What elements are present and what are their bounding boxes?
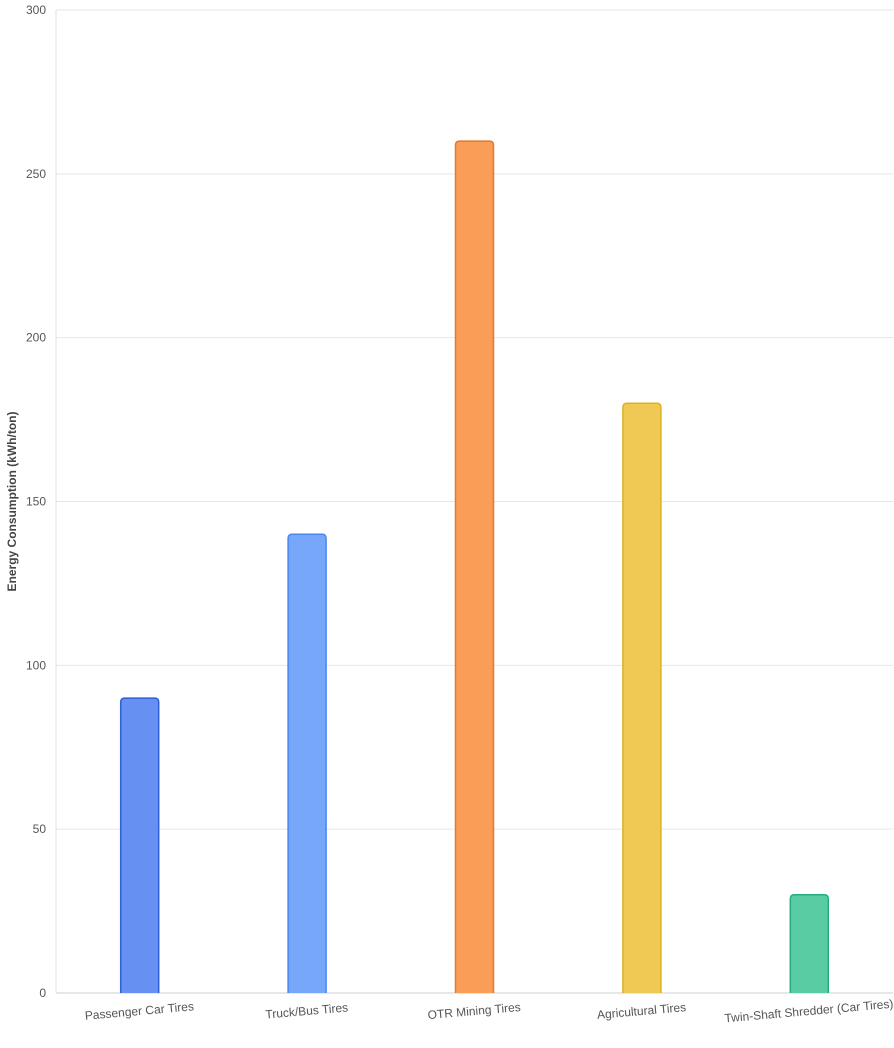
x-tick-label: Passenger Car Tires bbox=[84, 999, 194, 1022]
bars bbox=[119, 140, 830, 993]
y-axis-title: Energy Consumption (kWh/ton) bbox=[5, 412, 19, 592]
x-tick-label: Truck/Bus Tires bbox=[265, 1000, 349, 1021]
y-tick-label: 100 bbox=[26, 658, 46, 672]
bar[interactable] bbox=[789, 893, 830, 993]
x-tick-labels: Passenger Car Tires Truck/Bus Tires OTR Mi… bbox=[84, 997, 894, 1026]
y-tick-label: 0 bbox=[39, 986, 46, 1000]
x-tick-label: OTR Mining Tires bbox=[427, 1000, 521, 1022]
y-tick-label: 300 bbox=[26, 3, 46, 17]
y-tick-label: 250 bbox=[26, 167, 46, 181]
bar[interactable] bbox=[454, 140, 495, 993]
bar[interactable] bbox=[622, 402, 662, 993]
bar[interactable] bbox=[119, 697, 160, 993]
y-tick-label: 150 bbox=[26, 495, 46, 509]
bar[interactable] bbox=[287, 533, 327, 993]
x-tick-label: Twin-Shaft Shredder (Car Tires) bbox=[724, 997, 894, 1026]
y-tick-label: 50 bbox=[33, 822, 47, 836]
x-tick-label: Agricultural Tires bbox=[596, 1000, 686, 1022]
y-tick-labels: 0 50 100 150 200 250 300 bbox=[26, 3, 46, 1000]
y-tick-label: 200 bbox=[26, 331, 46, 345]
